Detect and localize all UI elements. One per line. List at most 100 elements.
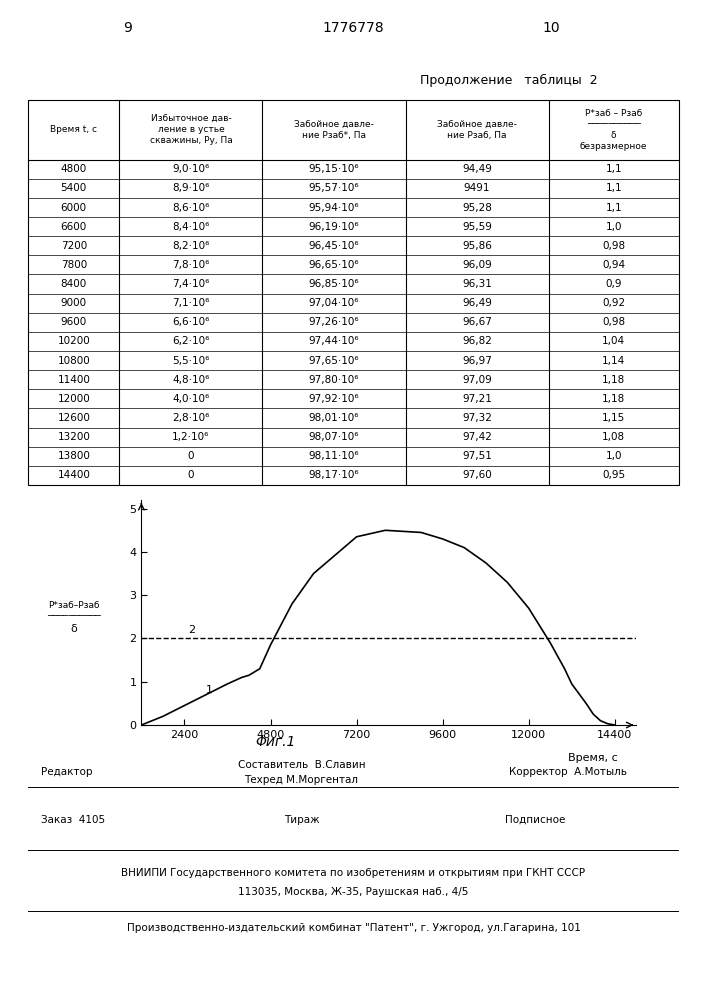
Text: 13800: 13800	[57, 451, 90, 461]
Text: 4800: 4800	[61, 164, 87, 174]
Text: 95,28: 95,28	[462, 203, 492, 213]
Text: 97,60: 97,60	[462, 470, 492, 480]
Text: ВНИИПИ Государственного комитета по изобретениям и открытиям при ГКНТ СССР: ВНИИПИ Государственного комитета по изоб…	[122, 868, 585, 878]
Text: 14400: 14400	[57, 470, 90, 480]
Text: 98,01·10⁶: 98,01·10⁶	[309, 413, 359, 423]
Text: 95,94·10⁶: 95,94·10⁶	[309, 203, 359, 213]
Text: 96,49: 96,49	[462, 298, 492, 308]
Text: 4,8·10⁶: 4,8·10⁶	[173, 375, 209, 385]
Text: Производственно-издательский комбинат "Патент", г. Ужгород, ул.Гагарина, 101: Производственно-издательский комбинат "П…	[127, 923, 580, 933]
Text: 1,2·10⁶: 1,2·10⁶	[173, 432, 209, 442]
Text: 1,1: 1,1	[605, 203, 622, 213]
Text: 95,59: 95,59	[462, 222, 492, 232]
Text: 97,51: 97,51	[462, 451, 492, 461]
Text: Р*заб–Рзаб: Р*заб–Рзаб	[49, 600, 100, 609]
Text: 4,0·10⁶: 4,0·10⁶	[173, 394, 209, 404]
Text: 97,92·10⁶: 97,92·10⁶	[309, 394, 359, 404]
Text: 98,07·10⁶: 98,07·10⁶	[309, 432, 359, 442]
Text: 5,5·10⁶: 5,5·10⁶	[173, 356, 209, 366]
Text: 1,04: 1,04	[602, 336, 625, 346]
Text: 9,0·10⁶: 9,0·10⁶	[173, 164, 209, 174]
Text: 1,18: 1,18	[602, 375, 625, 385]
Text: Корректор  А.Мотыль: Корректор А.Мотыль	[509, 767, 627, 777]
Text: 7800: 7800	[61, 260, 87, 270]
Text: 1: 1	[206, 685, 213, 695]
Text: 8400: 8400	[61, 279, 87, 289]
Text: 9000: 9000	[61, 298, 87, 308]
Text: Φиг.1: Φиг.1	[255, 735, 296, 749]
Text: 0: 0	[187, 451, 194, 461]
Text: 10200: 10200	[57, 336, 90, 346]
Text: 0,94: 0,94	[602, 260, 625, 270]
Text: Заказ  4105: Заказ 4105	[41, 815, 105, 825]
Text: 95,86: 95,86	[462, 241, 492, 251]
Text: 1,1: 1,1	[605, 164, 622, 174]
Text: 7,1·10⁶: 7,1·10⁶	[173, 298, 209, 308]
Text: 97,65·10⁶: 97,65·10⁶	[309, 356, 359, 366]
Text: 94,49: 94,49	[462, 164, 492, 174]
Text: Продолжение   таблицы  2: Продолжение таблицы 2	[420, 73, 598, 87]
Text: ──────────: ──────────	[47, 612, 101, 621]
Text: Время, с: Время, с	[568, 753, 618, 763]
Text: 12000: 12000	[57, 394, 90, 404]
Text: 7200: 7200	[61, 241, 87, 251]
Text: 96,31: 96,31	[462, 279, 492, 289]
Text: 6,6·10⁶: 6,6·10⁶	[173, 317, 209, 327]
Text: Забойное давле-
ние Рзаб, Па: Забойное давле- ние Рзаб, Па	[437, 120, 517, 140]
Text: Составитель  В.Славин: Составитель В.Славин	[238, 760, 366, 770]
Text: 97,04·10⁶: 97,04·10⁶	[309, 298, 359, 308]
Text: Избыточное дав-
ление в устье
скважины, Ру, Па: Избыточное дав- ление в устье скважины, …	[149, 114, 233, 145]
Text: 1,14: 1,14	[602, 356, 625, 366]
Text: 6000: 6000	[61, 203, 87, 213]
Text: 97,21: 97,21	[462, 394, 492, 404]
Text: 0,9: 0,9	[605, 279, 622, 289]
Text: 1,0: 1,0	[605, 222, 622, 232]
Text: 7,4·10⁶: 7,4·10⁶	[173, 279, 209, 289]
Text: 96,65·10⁶: 96,65·10⁶	[309, 260, 359, 270]
Text: 9491: 9491	[464, 183, 491, 193]
Text: 97,26·10⁶: 97,26·10⁶	[309, 317, 359, 327]
Text: 6,2·10⁶: 6,2·10⁶	[173, 336, 209, 346]
Text: 97,42: 97,42	[462, 432, 492, 442]
Text: 97,09: 97,09	[462, 375, 492, 385]
Text: 97,80·10⁶: 97,80·10⁶	[309, 375, 359, 385]
Text: 1,18: 1,18	[602, 394, 625, 404]
Text: 10: 10	[543, 20, 560, 34]
Text: 0,92: 0,92	[602, 298, 625, 308]
Text: 96,85·10⁶: 96,85·10⁶	[309, 279, 359, 289]
Text: 2,8·10⁶: 2,8·10⁶	[173, 413, 209, 423]
Text: 5400: 5400	[61, 183, 87, 193]
Text: 1,15: 1,15	[602, 413, 625, 423]
Text: 95,15·10⁶: 95,15·10⁶	[309, 164, 359, 174]
Text: 1,0: 1,0	[605, 451, 622, 461]
Text: 95,57·10⁶: 95,57·10⁶	[309, 183, 359, 193]
Text: 96,19·10⁶: 96,19·10⁶	[309, 222, 359, 232]
Text: δ: δ	[71, 624, 78, 634]
Text: 7,8·10⁶: 7,8·10⁶	[173, 260, 209, 270]
Text: 11400: 11400	[57, 375, 90, 385]
Text: 8,4·10⁶: 8,4·10⁶	[173, 222, 209, 232]
Text: 96,45·10⁶: 96,45·10⁶	[309, 241, 359, 251]
Text: 113035, Москва, Ж-35, Раушская наб., 4/5: 113035, Москва, Ж-35, Раушская наб., 4/5	[238, 887, 469, 897]
Text: 96,67: 96,67	[462, 317, 492, 327]
Text: 2: 2	[188, 625, 195, 635]
Text: Р*заб – Рзаб
──────────
δ
безразмерное: Р*заб – Рзаб ────────── δ безразмерное	[580, 109, 648, 151]
Text: Редактор: Редактор	[41, 767, 93, 777]
Text: 97,44·10⁶: 97,44·10⁶	[309, 336, 359, 346]
Text: 10800: 10800	[57, 356, 90, 366]
Text: Время t, с: Время t, с	[50, 125, 98, 134]
Text: 0,98: 0,98	[602, 241, 625, 251]
Text: 96,97: 96,97	[462, 356, 492, 366]
Text: 98,11·10⁶: 98,11·10⁶	[309, 451, 359, 461]
Text: 13200: 13200	[57, 432, 90, 442]
Text: Тираж: Тираж	[284, 815, 320, 825]
Text: 1,08: 1,08	[602, 432, 625, 442]
Text: 1776778: 1776778	[322, 20, 385, 34]
Text: 8,2·10⁶: 8,2·10⁶	[173, 241, 209, 251]
Text: 96,09: 96,09	[462, 260, 492, 270]
Text: 98,17·10⁶: 98,17·10⁶	[309, 470, 359, 480]
Text: 6600: 6600	[61, 222, 87, 232]
Text: 8,9·10⁶: 8,9·10⁶	[173, 183, 209, 193]
Text: 9600: 9600	[61, 317, 87, 327]
Text: 1,1: 1,1	[605, 183, 622, 193]
